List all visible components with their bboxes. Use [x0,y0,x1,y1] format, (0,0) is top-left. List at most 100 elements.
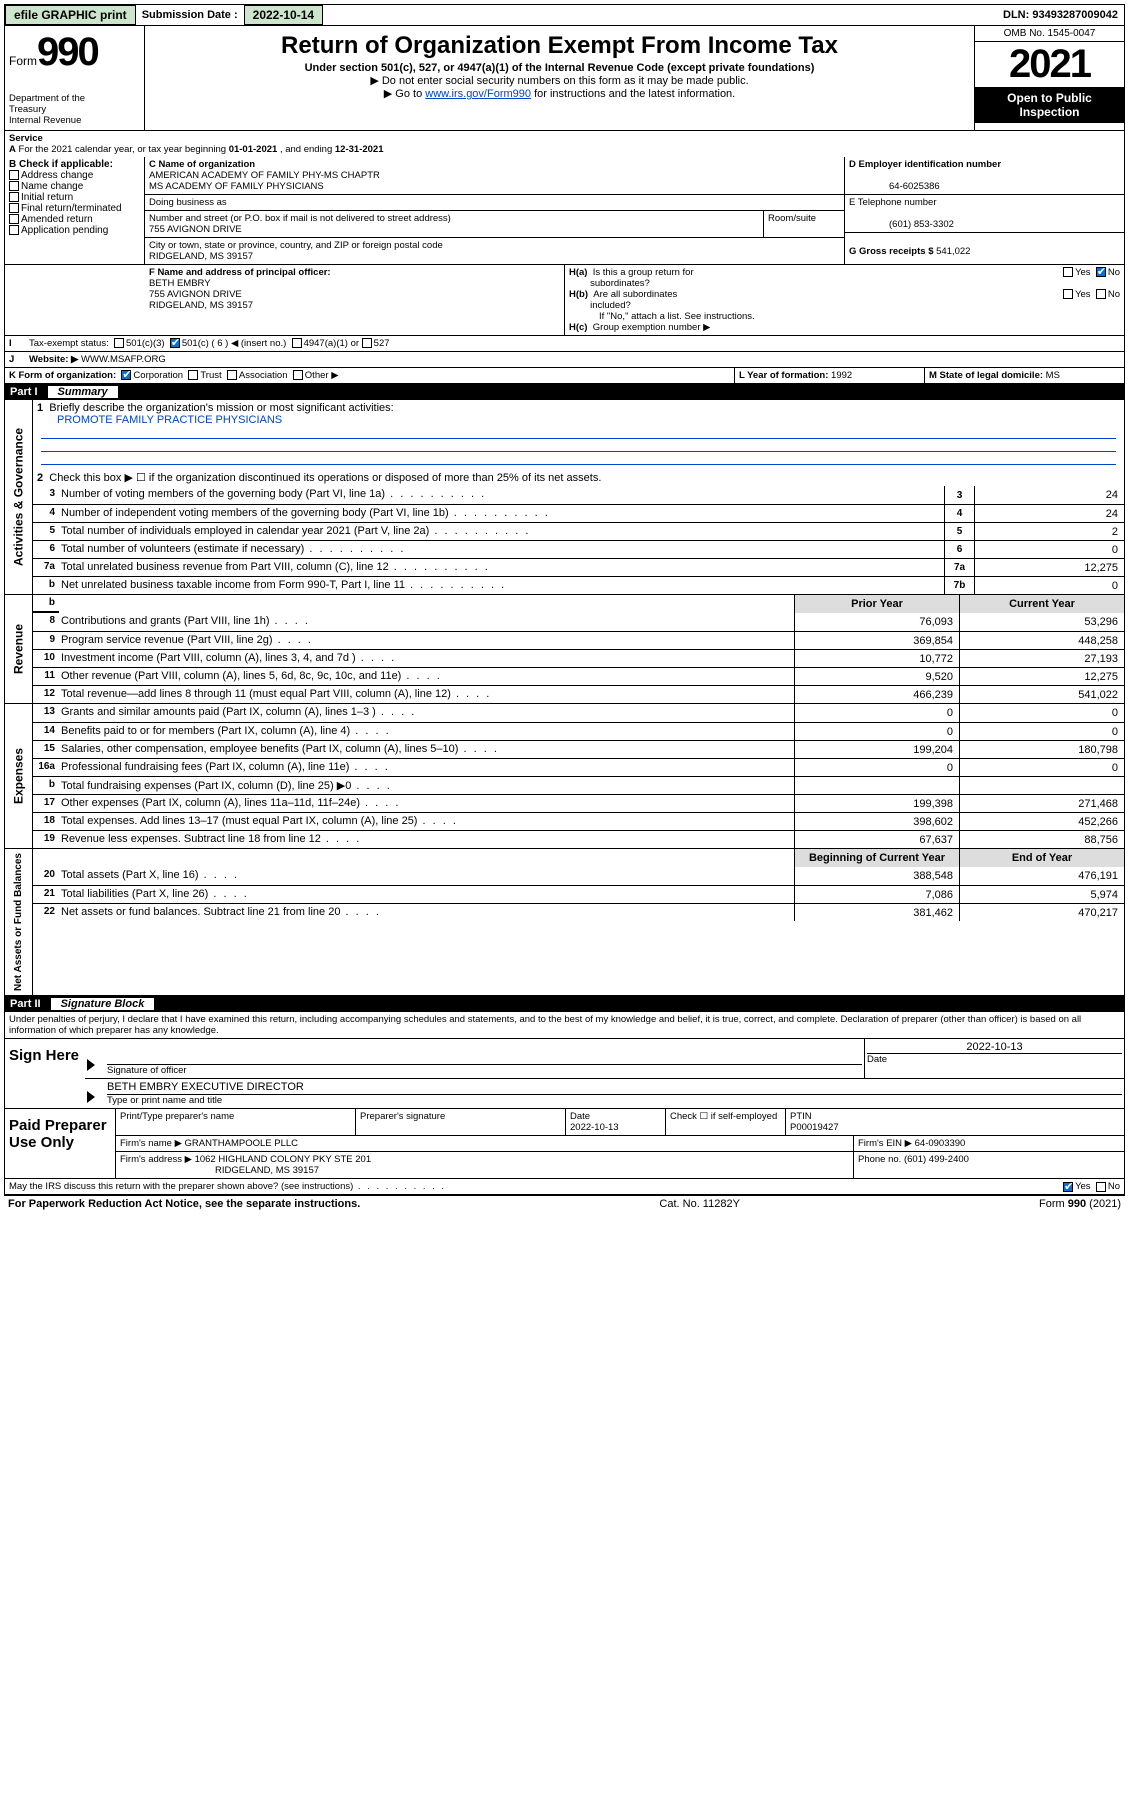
firm-ein-lbl: Firm's EIN ▶ [858,1138,912,1149]
summary-row: b Net unrelated business taxable income … [33,576,1124,594]
firm-addr-lbl: Firm's address ▶ [120,1154,192,1165]
line-num: 4 [33,505,59,522]
b-initial-return: Initial return [21,192,73,203]
line-num: 20 [33,867,59,885]
chk-4947[interactable] [292,338,302,348]
chk-corp[interactable] [121,370,131,380]
chk-discuss-no[interactable] [1096,1182,1106,1192]
prior-value: 7,086 [794,886,959,903]
a-begin-date: 01-01-2021 [229,144,278,155]
line-desc: Benefits paid to or for members (Part IX… [59,723,794,740]
current-value: 0 [959,723,1124,740]
part2-label: Part II [10,998,41,1010]
officer-street: 755 AVIGNON DRIVE [149,289,242,300]
line-num: 19 [33,831,59,848]
line-desc: Grants and similar amounts paid (Part IX… [59,704,794,722]
k-other: Other ▶ [305,370,339,381]
summary-row: 18 Total expenses. Add lines 13–17 (must… [33,812,1124,830]
section-c: C Name of organization AMERICAN ACADEMY … [145,157,844,264]
line-num: b [33,777,59,794]
line-desc: Total revenue—add lines 8 through 11 (mu… [59,686,794,703]
discuss-yes: Yes [1075,1181,1091,1192]
mission-text: PROMOTE FAMILY PRACTICE PHYSICIANS [57,414,282,426]
summary-row: 6 Total number of volunteers (estimate i… [33,540,1124,558]
paid-preparer-block: Paid Preparer Use Only Print/Type prepar… [4,1109,1125,1179]
summary-row: b Total fundraising expenses (Part IX, c… [33,776,1124,794]
line-num: 14 [33,723,59,740]
submission-date-button[interactable]: 2022-10-14 [244,5,323,25]
summary-expenses: Expenses 13 Grants and similar amounts p… [4,704,1125,849]
line-value: 24 [974,486,1124,504]
chk-hb-no[interactable] [1096,289,1106,299]
chk-ha-yes[interactable] [1063,267,1073,277]
chk-hb-yes[interactable] [1063,289,1073,299]
prior-value: 398,602 [794,813,959,830]
part2-title: Signature Block [51,998,155,1010]
current-value: 271,468 [959,795,1124,812]
dept-treasury: Department of theTreasuryInternal Revenu… [9,93,140,126]
prior-value: 466,239 [794,686,959,703]
l-value: 1992 [831,370,852,381]
chk-final-return[interactable] [9,203,19,213]
summary-row: 5 Total number of individuals employed i… [33,522,1124,540]
i-letter: I [9,338,29,349]
b-amended: Amended return [21,214,93,225]
section-h: H(a) Is this a group return for subordin… [565,265,1124,335]
chk-discuss-yes[interactable] [1063,1182,1073,1192]
firm-name-lbl: Firm's name ▶ [120,1138,182,1149]
m-label: M State of legal domicile: [929,370,1043,381]
line-num: 16a [33,759,59,776]
tax-year: 2021 [975,42,1124,87]
briefly-label: Briefly describe the organization's miss… [49,402,393,414]
prior-value [794,777,959,794]
b-final-return: Final return/terminated [21,203,122,214]
sign-here-label: Sign Here [5,1039,85,1108]
chk-trust[interactable] [188,370,198,380]
line-box: 4 [944,505,974,522]
chk-address-change[interactable] [9,170,19,180]
line-desc: Other expenses (Part IX, column (A), lin… [59,795,794,812]
b-label: B Check if applicable: [9,159,113,170]
chk-other[interactable] [293,370,303,380]
form-subtitle: Under section 501(c), 527, or 4947(a)(1)… [149,62,970,74]
summary-row: 16a Professional fundraising fees (Part … [33,758,1124,776]
firm-addr2: RIDGELAND, MS 39157 [215,1165,319,1176]
chk-ha-no[interactable] [1096,267,1106,277]
prior-value: 381,462 [794,904,959,921]
footer-left: For Paperwork Reduction Act Notice, see … [8,1198,360,1210]
line-klm: K Form of organization: Corporation Trus… [4,368,1125,384]
officer-city: RIDGELAND, MS 39157 [149,300,253,311]
sig-date-label: Date [867,1053,1122,1065]
current-value: 0 [959,759,1124,776]
chk-amended[interactable] [9,214,19,224]
city-label: City or town, state or province, country… [149,240,443,251]
summary-row: 21 Total liabilities (Part X, line 26) 7… [33,885,1124,903]
efile-button[interactable]: efile GRAPHIC print [5,5,136,25]
top-bar: efile GRAPHIC print Submission Date : 20… [4,4,1125,26]
chk-527[interactable] [362,338,372,348]
chk-initial-return[interactable] [9,192,19,202]
current-value [959,777,1124,794]
chk-name-change[interactable] [9,181,19,191]
triangle-icon [87,1059,95,1071]
summary-row: 4 Number of independent voting members o… [33,504,1124,522]
form-number-box: Form990 Department of theTreasuryInterna… [5,26,145,130]
part1-header: Part I Summary [4,384,1125,400]
chk-app-pending[interactable] [9,225,19,235]
chk-501c3[interactable] [114,338,124,348]
sig-officer-label: Signature of officer [107,1065,862,1076]
j-letter: J [9,354,29,365]
line-value: 0 [974,577,1124,594]
chk-assoc[interactable] [227,370,237,380]
prep-date-hdr: Date [570,1111,590,1122]
chk-501c[interactable] [170,338,180,348]
triangle-icon-2 [87,1091,95,1103]
prep-name-hdr: Print/Type preparer's name [116,1109,356,1135]
ptin-val: P00019427 [790,1122,839,1133]
org-name-2: MS ACADEMY OF FAMILY PHYSICIANS [149,181,324,192]
line-num: b [33,577,59,594]
summary-row: 15 Salaries, other compensation, employe… [33,740,1124,758]
irs-link[interactable]: www.irs.gov/Form990 [425,88,531,100]
line-desc: Other revenue (Part VIII, column (A), li… [59,668,794,685]
prior-value: 388,548 [794,867,959,885]
